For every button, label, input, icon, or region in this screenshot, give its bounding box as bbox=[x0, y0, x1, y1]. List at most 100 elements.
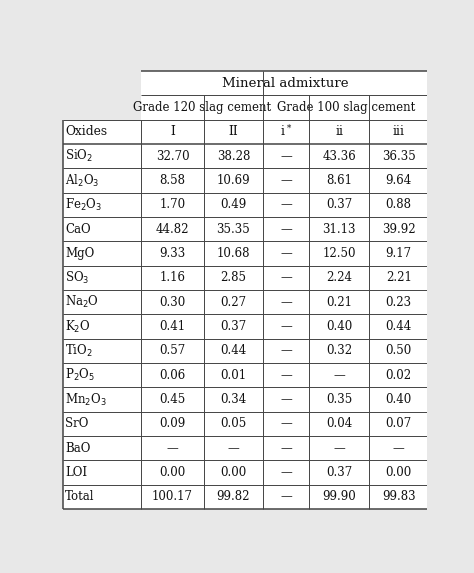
Text: 43.36: 43.36 bbox=[322, 150, 356, 163]
Text: 0.05: 0.05 bbox=[220, 417, 246, 430]
Text: 0.50: 0.50 bbox=[385, 344, 412, 358]
Text: 0.32: 0.32 bbox=[326, 344, 352, 358]
Text: —: — bbox=[167, 442, 178, 455]
Text: Mn$_2$O$_3$: Mn$_2$O$_3$ bbox=[65, 391, 107, 407]
Text: —: — bbox=[281, 344, 292, 358]
Text: 0.21: 0.21 bbox=[326, 296, 352, 309]
Text: 8.58: 8.58 bbox=[159, 174, 185, 187]
Text: 0.57: 0.57 bbox=[159, 344, 186, 358]
Text: i: i bbox=[281, 125, 284, 138]
Text: —: — bbox=[228, 442, 239, 455]
Text: 0.00: 0.00 bbox=[220, 466, 246, 479]
Text: 1.16: 1.16 bbox=[159, 272, 185, 284]
Text: —: — bbox=[393, 442, 404, 455]
Text: 10.69: 10.69 bbox=[217, 174, 250, 187]
Text: —: — bbox=[281, 223, 292, 236]
Text: Grade 120 slag cement: Grade 120 slag cement bbox=[133, 101, 271, 114]
Text: 0.37: 0.37 bbox=[326, 466, 352, 479]
Text: 0.44: 0.44 bbox=[385, 320, 412, 333]
Text: 44.82: 44.82 bbox=[156, 223, 189, 236]
Text: P$_2$O$_5$: P$_2$O$_5$ bbox=[65, 367, 95, 383]
Text: 0.04: 0.04 bbox=[326, 417, 352, 430]
Text: 0.40: 0.40 bbox=[326, 320, 352, 333]
Text: —: — bbox=[281, 442, 292, 455]
Text: 0.30: 0.30 bbox=[159, 296, 186, 309]
Text: 0.00: 0.00 bbox=[159, 466, 186, 479]
Text: 0.34: 0.34 bbox=[220, 393, 246, 406]
Text: 9.17: 9.17 bbox=[386, 247, 412, 260]
Text: K$_2$O: K$_2$O bbox=[65, 319, 91, 335]
Text: 32.70: 32.70 bbox=[155, 150, 189, 163]
Text: CaO: CaO bbox=[65, 223, 91, 236]
Text: SO$_3$: SO$_3$ bbox=[65, 270, 90, 286]
Text: Total: Total bbox=[65, 490, 95, 504]
Text: —: — bbox=[281, 150, 292, 163]
Text: ii: ii bbox=[335, 125, 343, 138]
Text: 0.01: 0.01 bbox=[220, 368, 246, 382]
Text: 0.41: 0.41 bbox=[159, 320, 185, 333]
Text: —: — bbox=[281, 320, 292, 333]
Text: 0.88: 0.88 bbox=[386, 198, 412, 211]
Bar bbox=[141, 71, 428, 509]
Text: 0.06: 0.06 bbox=[159, 368, 186, 382]
Text: 2.21: 2.21 bbox=[386, 272, 411, 284]
Text: 100.17: 100.17 bbox=[152, 490, 193, 504]
Text: BaO: BaO bbox=[65, 442, 91, 455]
Text: —: — bbox=[281, 393, 292, 406]
Text: Fe$_2$O$_3$: Fe$_2$O$_3$ bbox=[65, 197, 102, 213]
Text: Al$_2$O$_3$: Al$_2$O$_3$ bbox=[65, 172, 100, 189]
Text: —: — bbox=[333, 368, 345, 382]
Text: 9.33: 9.33 bbox=[159, 247, 186, 260]
Text: 0.37: 0.37 bbox=[326, 198, 352, 211]
Text: 0.23: 0.23 bbox=[386, 296, 412, 309]
Text: Na$_2$O: Na$_2$O bbox=[65, 294, 99, 310]
Text: —: — bbox=[333, 442, 345, 455]
Text: 99.82: 99.82 bbox=[217, 490, 250, 504]
Text: MgO: MgO bbox=[65, 247, 94, 260]
Text: 0.07: 0.07 bbox=[385, 417, 412, 430]
Text: Oxides: Oxides bbox=[66, 125, 108, 138]
Text: —: — bbox=[281, 368, 292, 382]
Text: *: * bbox=[287, 124, 292, 133]
Text: 36.35: 36.35 bbox=[382, 150, 416, 163]
Bar bbox=[63, 120, 141, 509]
Text: 39.92: 39.92 bbox=[382, 223, 416, 236]
Text: 0.27: 0.27 bbox=[220, 296, 246, 309]
Text: 10.68: 10.68 bbox=[217, 247, 250, 260]
Text: 99.83: 99.83 bbox=[382, 490, 416, 504]
Text: 8.61: 8.61 bbox=[326, 174, 352, 187]
Text: 0.37: 0.37 bbox=[220, 320, 246, 333]
Text: 99.90: 99.90 bbox=[322, 490, 356, 504]
Text: Grade 100 slag cement: Grade 100 slag cement bbox=[277, 101, 415, 114]
Text: —: — bbox=[281, 198, 292, 211]
Text: 0.49: 0.49 bbox=[220, 198, 246, 211]
Text: 0.35: 0.35 bbox=[326, 393, 352, 406]
Text: 0.44: 0.44 bbox=[220, 344, 246, 358]
Text: —: — bbox=[281, 490, 292, 504]
Text: 1.70: 1.70 bbox=[159, 198, 185, 211]
Text: 0.02: 0.02 bbox=[386, 368, 412, 382]
Text: —: — bbox=[281, 247, 292, 260]
Text: 35.35: 35.35 bbox=[217, 223, 250, 236]
Text: —: — bbox=[281, 417, 292, 430]
Text: SrO: SrO bbox=[65, 417, 89, 430]
Text: 38.28: 38.28 bbox=[217, 150, 250, 163]
Text: 0.40: 0.40 bbox=[385, 393, 412, 406]
Text: II: II bbox=[228, 125, 238, 138]
Text: iii: iii bbox=[392, 125, 405, 138]
Text: Mineral admixture: Mineral admixture bbox=[221, 77, 348, 89]
Text: SiO$_2$: SiO$_2$ bbox=[65, 148, 93, 164]
Text: 2.24: 2.24 bbox=[326, 272, 352, 284]
Text: TiO$_2$: TiO$_2$ bbox=[65, 343, 93, 359]
Text: 0.00: 0.00 bbox=[385, 466, 412, 479]
Text: 0.45: 0.45 bbox=[159, 393, 186, 406]
Text: 0.09: 0.09 bbox=[159, 417, 186, 430]
Text: 31.13: 31.13 bbox=[322, 223, 356, 236]
Text: —: — bbox=[281, 272, 292, 284]
Text: 12.50: 12.50 bbox=[322, 247, 356, 260]
Text: —: — bbox=[281, 174, 292, 187]
Text: —: — bbox=[281, 296, 292, 309]
Text: 2.85: 2.85 bbox=[220, 272, 246, 284]
Text: 9.64: 9.64 bbox=[385, 174, 412, 187]
Text: I: I bbox=[170, 125, 175, 138]
